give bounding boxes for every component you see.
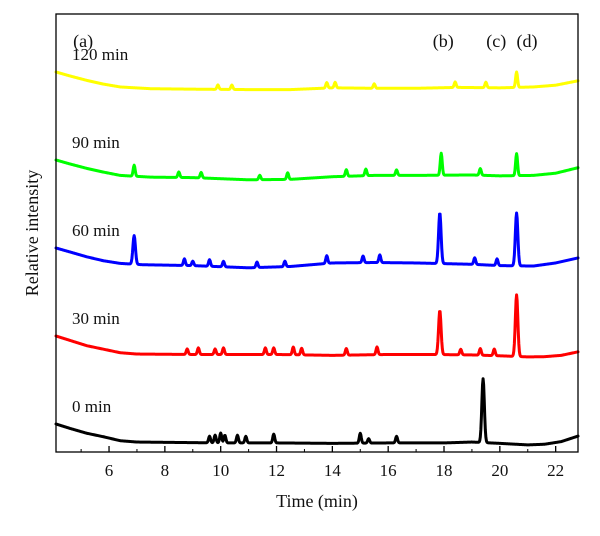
series-label: 0 min [72, 397, 112, 416]
peak-label: (d) [516, 31, 537, 52]
series-label: 30 min [72, 309, 120, 328]
peak-label: (c) [486, 31, 506, 52]
x-axis-label: Time (min) [276, 491, 358, 512]
peak-label: (a) [73, 31, 93, 52]
series-line-60-min [54, 211, 580, 270]
x-tick-label: 20 [491, 461, 508, 480]
series-label: 60 min [72, 221, 120, 240]
series-line-30-min [54, 293, 580, 359]
y-axis-label: Relative intensity [22, 170, 42, 296]
plot-frame [55, 13, 579, 453]
series-line-90-min [54, 151, 580, 182]
x-tick-label: 8 [161, 461, 170, 480]
axis-layer [55, 13, 579, 453]
x-tick-label: 14 [324, 461, 342, 480]
x-tick-label: 18 [436, 461, 453, 480]
series-line-0-min [54, 377, 580, 447]
label-layer: Time (min) Relative intensity 0 min 30 mi… [22, 31, 564, 512]
series-layer [54, 70, 580, 447]
x-tick-label: 22 [547, 461, 564, 480]
series-label: 120 min [72, 45, 129, 64]
x-tick-label: 12 [268, 461, 285, 480]
x-tick-label: 10 [212, 461, 229, 480]
x-tick-label: 16 [380, 461, 397, 480]
series-label: 90 min [72, 133, 120, 152]
x-tick-label: 6 [105, 461, 114, 480]
series-line-120-min [54, 70, 580, 92]
peak-label: (b) [433, 31, 454, 52]
